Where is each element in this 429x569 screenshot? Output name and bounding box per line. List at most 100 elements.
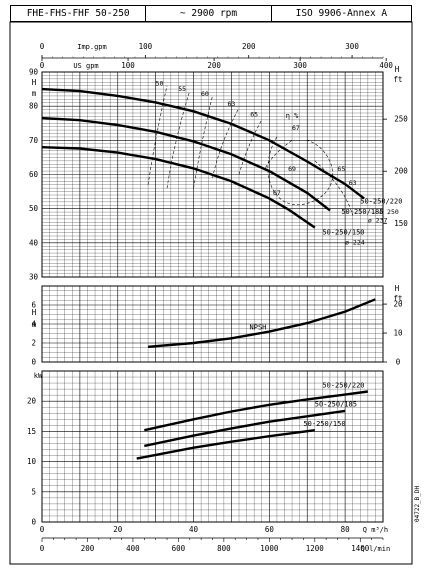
right-tick-label: 20	[393, 300, 403, 309]
y-axis-label-right: ft	[393, 294, 402, 303]
right-tick-label: 10	[393, 329, 403, 338]
efficiency-isoline-5	[265, 140, 293, 168]
head-curve-0	[41, 87, 365, 200]
impeller-diameter-label: ø 224	[345, 239, 365, 247]
y-tick-label: 10	[27, 457, 37, 466]
efficiency-label: 63	[349, 179, 357, 187]
x-tick-label: 60	[265, 525, 275, 534]
x-axis-label: Q m³/h	[363, 526, 388, 534]
y-tick-label: 60	[29, 170, 39, 179]
top-axis-tick-label: 100	[121, 61, 135, 70]
impeller-diameter-label: ø 250	[379, 208, 399, 216]
right-tick-label: 200	[394, 167, 408, 176]
efficiency-label: 67	[292, 124, 300, 132]
y-tick-label: 0	[31, 358, 36, 367]
power-curve-2	[136, 429, 315, 460]
efficiency-symbol: η %	[286, 112, 299, 120]
y-tick-label: 15	[27, 427, 36, 436]
x-tick-label-lmin: 600	[172, 544, 186, 553]
x-tick-label-lmin: 800	[217, 544, 231, 553]
y-tick-label: 0	[31, 518, 36, 527]
efficiency-isoline-2	[193, 95, 213, 189]
y-tick-label: 4	[31, 320, 36, 329]
y-tick-label: 70	[29, 136, 39, 145]
pump-speed: ~ 2900 rpm	[146, 6, 272, 21]
plot-panel-0	[41, 71, 384, 278]
y-axis-label-right: H	[395, 284, 400, 293]
top-axis-tick-label: 300	[293, 61, 307, 70]
right-tick-label: 0	[396, 358, 401, 367]
x-tick-label-lmin: 1400	[351, 544, 370, 553]
y-tick-label: 30	[29, 273, 39, 282]
x-tick-label-lmin: 1200	[306, 544, 325, 553]
pump-model: FHE-FHS-FHF 50-250	[11, 6, 147, 21]
top-axis-tick-label: 0	[40, 42, 45, 51]
top-axis-label: US gpm	[73, 62, 98, 70]
efficiency-label: 50	[156, 80, 164, 88]
right-tick-label: 250	[394, 115, 408, 124]
power-curve-1	[144, 409, 346, 448]
top-axis-tick-label: 200	[207, 61, 221, 70]
y-axis-label: m	[32, 320, 37, 329]
y-tick-label: 80	[29, 102, 39, 111]
y-axis-label: kW	[34, 372, 43, 380]
y-tick-label: 50	[29, 204, 39, 213]
head-curve-label: 50-250/150	[322, 228, 364, 236]
power-curve-label: 50-250/185	[315, 401, 357, 409]
efficiency-label: 69	[288, 165, 296, 173]
x-tick-label-lmin: 400	[126, 544, 140, 553]
efficiency-label: 55	[178, 85, 186, 93]
x-tick-label: 80	[341, 525, 351, 534]
x-tick-label-lmin: 0	[40, 544, 45, 553]
top-axis-tick-label: 200	[242, 42, 256, 51]
outer-frame	[9, 21, 413, 565]
power-curve-label: 50-250/220	[322, 381, 364, 389]
efficiency-isoline-3	[212, 107, 240, 178]
efficiency-isoline-0	[147, 85, 168, 185]
plot-border	[41, 285, 384, 363]
x-tick-label: 20	[113, 525, 123, 534]
top-axis-tick-label: 0	[40, 61, 45, 70]
x-tick-label-lmin: 200	[81, 544, 95, 553]
efficiency-label: 60	[201, 90, 209, 98]
efficiency-isoline-edge	[314, 160, 353, 216]
top-axis-tick-label: 400	[379, 61, 393, 70]
power-curve-label: 50-250/150	[303, 420, 345, 428]
efficiency-label: 63	[228, 100, 236, 108]
right-tick-label: 150	[394, 219, 408, 228]
efficiency-isoline-loop	[267, 136, 333, 205]
npsh-curve-label: NPSH	[250, 324, 267, 332]
head-curve-2	[41, 146, 316, 229]
y-tick-label: 20	[27, 397, 37, 406]
x-tick-label-lmin: 1000	[260, 544, 279, 553]
plot-panel-2	[41, 370, 384, 523]
power-curve-0	[144, 390, 368, 432]
x-axis-label-lmin: Q l/min	[361, 545, 391, 553]
head-curve-label: 50-250/220	[360, 198, 402, 206]
x-tick-label: 40	[189, 525, 199, 534]
y-tick-label: 40	[29, 238, 39, 247]
head-curve-label: 50-250/185	[341, 208, 383, 216]
test-standard: ISO 9906-Annex A	[295, 8, 388, 19]
plot-panel-1	[41, 285, 384, 363]
impeller-diameter-label: ø 237	[368, 216, 388, 224]
efficiency-label: 65	[337, 165, 345, 173]
efficiency-label: 67	[273, 189, 281, 197]
head-curve-1	[41, 116, 331, 212]
y-tick-label: 6	[31, 301, 36, 310]
y-tick-label: 2	[31, 339, 36, 348]
top-axis-label: Imp.gpm	[77, 43, 107, 51]
top-axis-tick-label: 300	[345, 42, 359, 51]
efficiency-isoline-1	[166, 90, 191, 189]
top-axis-tick-label: 100	[139, 42, 153, 51]
y-axis-label: H	[32, 308, 37, 317]
npsh-curve	[148, 298, 376, 348]
plot-border	[41, 71, 384, 278]
x-tick-label: 0	[40, 525, 45, 534]
y-axis-label-right: H	[395, 65, 400, 74]
plot-border	[41, 370, 384, 523]
y-tick-label: 5	[31, 487, 36, 496]
efficiency-label: 65	[250, 110, 258, 118]
y-axis-label: m	[32, 89, 37, 98]
